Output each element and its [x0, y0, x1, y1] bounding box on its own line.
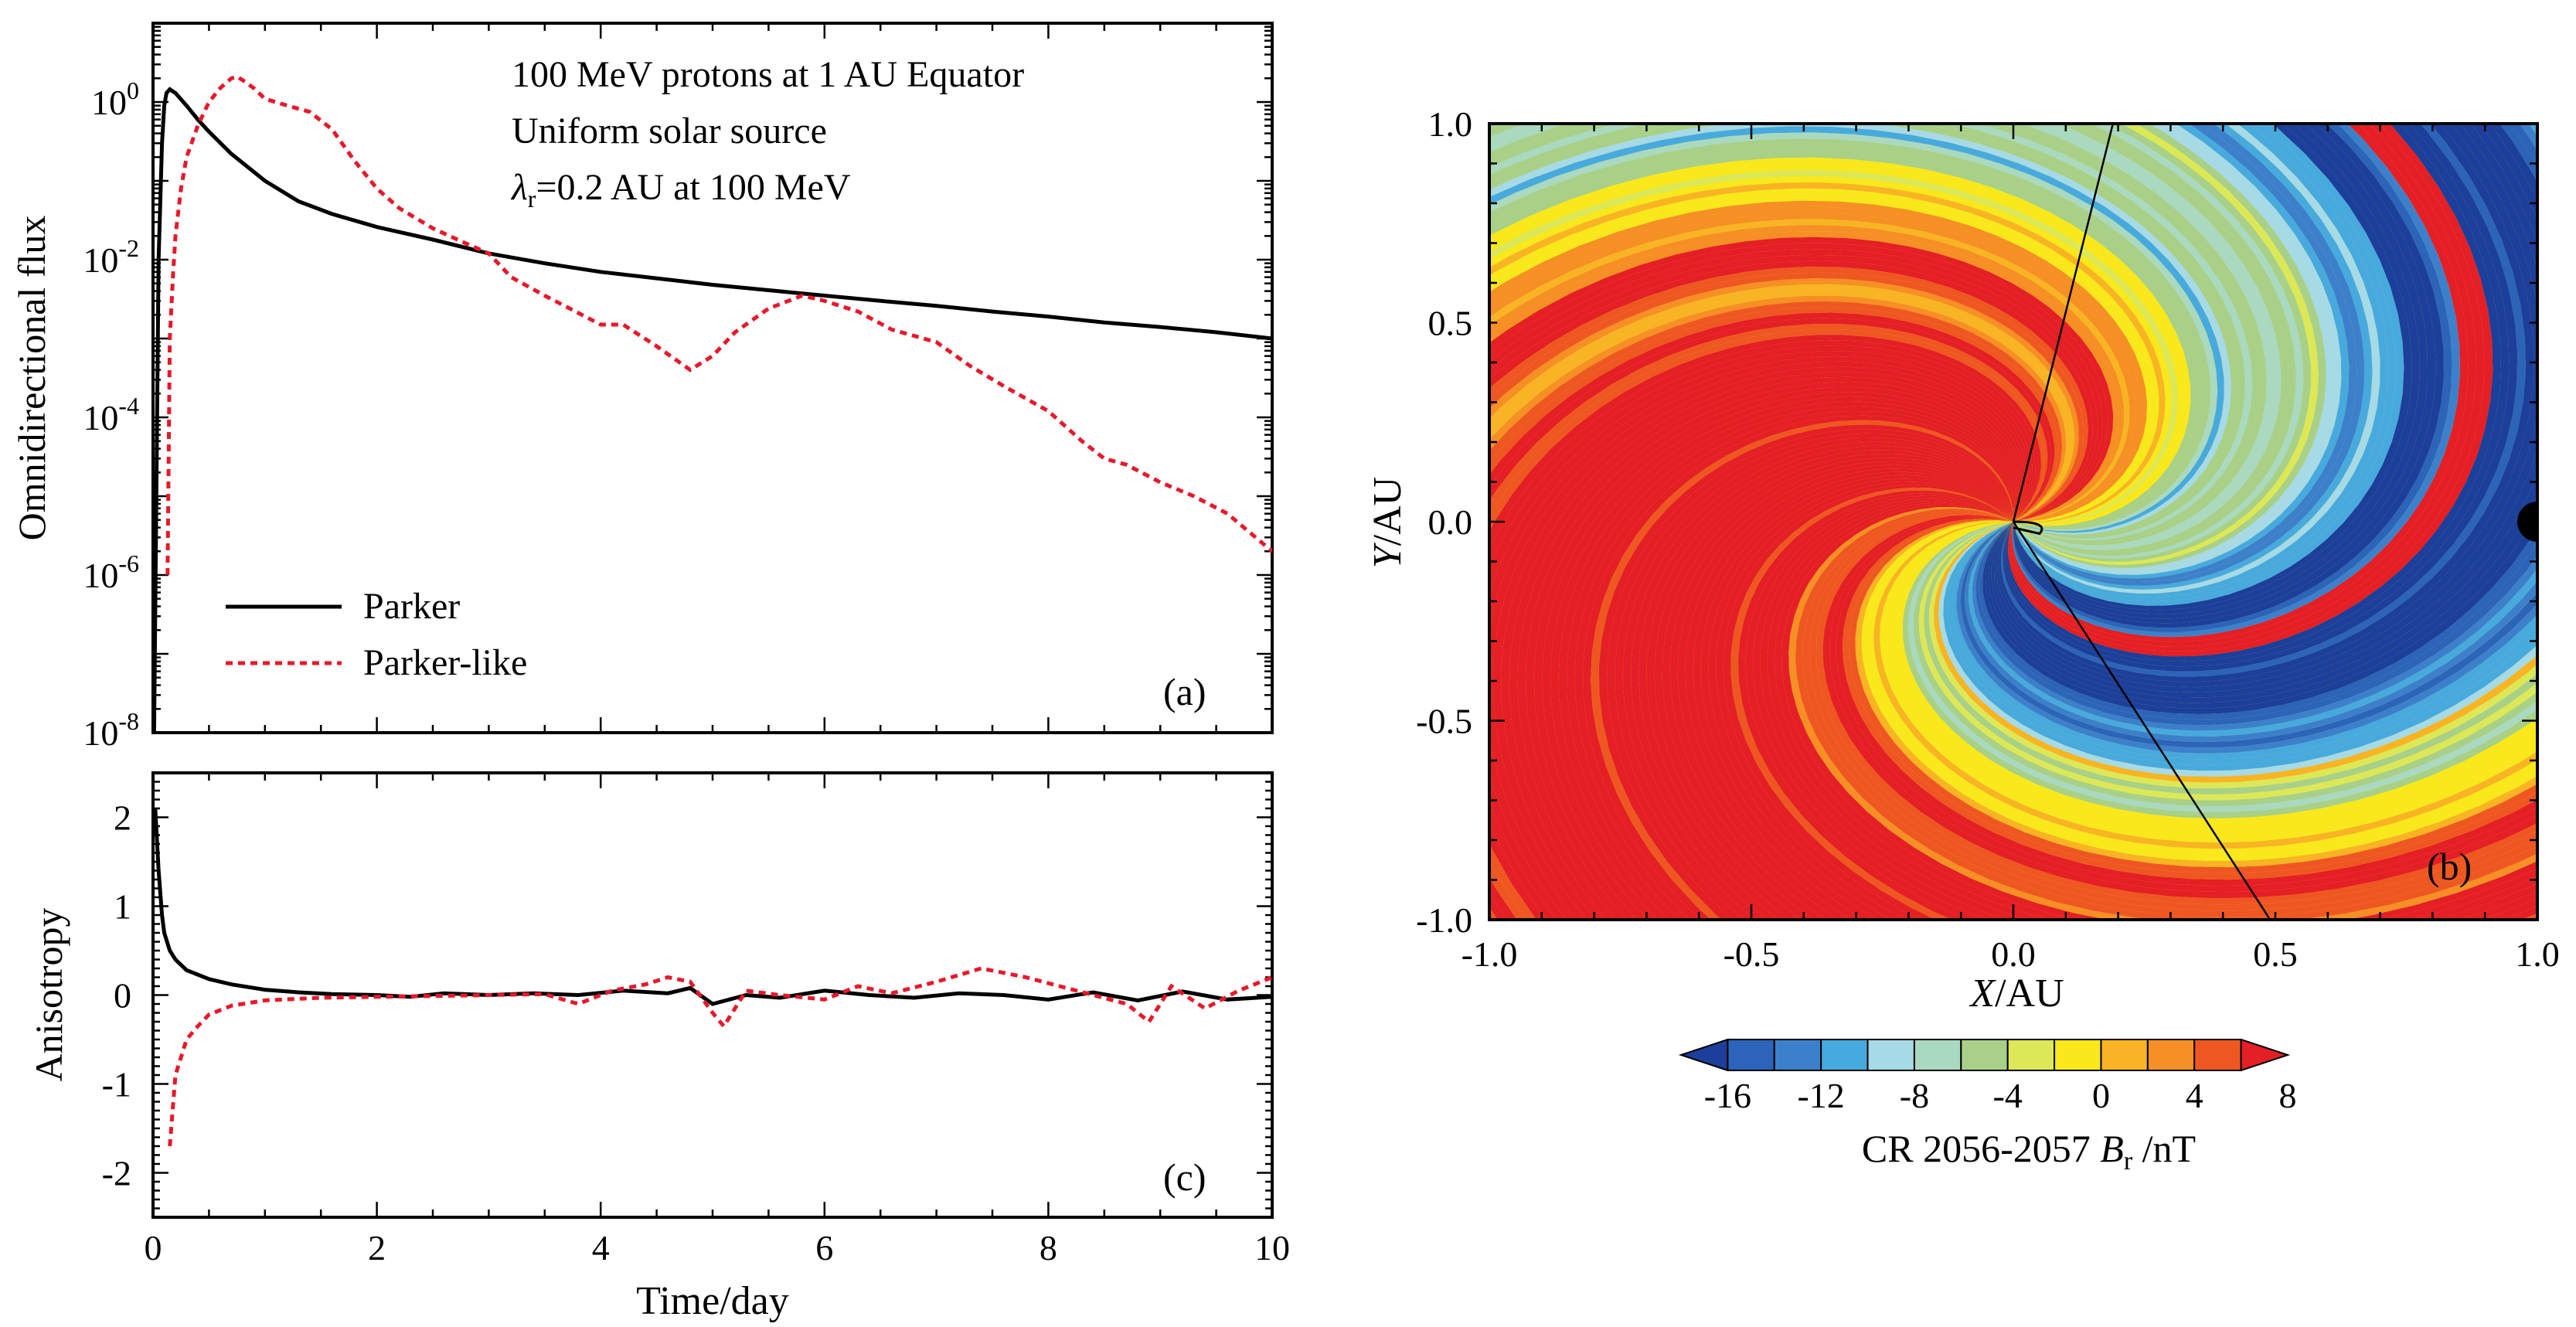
- panel-c-y-tick-labels: -2 -1 0 1 2: [102, 798, 131, 1193]
- panel-c-ticks: [151, 771, 1274, 1219]
- panel-c-x-tick-label: 2: [368, 1228, 386, 1267]
- panel-c-x-tick-label: 10: [1254, 1228, 1290, 1267]
- panel-a: 10-8 10-6 10-4 10-2 100 100 MeV protons at 1…: [10, 22, 1274, 753]
- panel-b-y-tick-label: -0.5: [1416, 702, 1472, 741]
- colorbar-tick-label: 4: [2186, 1076, 2203, 1115]
- panel-a-annotation-line1: 100 MeV protons at 1 AU Equator: [512, 54, 1024, 95]
- anisotropy-series-parker-like: [168, 966, 1272, 1147]
- panel-a-y-tick-label: 10-2: [83, 234, 139, 280]
- field-stripe: [1489, 356, 2030, 920]
- y-axis-unit: /AU: [1366, 477, 1410, 546]
- colorbar-title-symbol: B: [2100, 1127, 2124, 1170]
- panel-b-xlabel: X/AU: [1969, 971, 2064, 1016]
- panel-b-ticks: [1488, 122, 2539, 921]
- colorbar-segment: [1960, 1039, 2009, 1071]
- colorbar-segment: [1866, 1039, 1915, 1071]
- x-axis-symbol: X: [1969, 971, 1996, 1016]
- colorbar-segment: [1820, 1039, 1869, 1071]
- colorbar-segment: [1773, 1039, 1822, 1071]
- panel-b-x-tick-label: 1.0: [2515, 934, 2560, 974]
- colorbar-tick-label: -16: [1704, 1076, 1751, 1115]
- y-axis-symbol: Y: [1366, 542, 1410, 568]
- panel-c-y-tick-label: -2: [102, 1154, 131, 1193]
- field-stripe: [1996, 124, 2537, 688]
- field-stripe: [1489, 124, 2231, 535]
- panel-a-y-tick-label: 10-8: [83, 707, 139, 753]
- panel-b-x-tick-label: 0.0: [1991, 934, 2036, 974]
- colorbar-segment: [2240, 1038, 2291, 1072]
- colorbar-title-unit: /nT: [2132, 1127, 2196, 1170]
- panel-b-y-tick-labels: 1.0 0.5 0.0 -0.5 -1.0: [1416, 104, 1472, 940]
- panel-a-label: (a): [1163, 670, 1206, 713]
- panel-c-label: (c): [1163, 1155, 1206, 1199]
- legend-label-parker-like: Parker-like: [363, 642, 527, 683]
- panel-a-y-tick-labels: 10-8 10-6 10-4 10-2 100: [83, 77, 139, 753]
- colorbar-segment: [2146, 1039, 2196, 1071]
- field-line-north: [2012, 124, 2115, 522]
- panel-b-x-tick-label: -1.0: [1462, 934, 1518, 974]
- colorbar: [1678, 1038, 2291, 1072]
- lambda-value: =0.2 AU at 100 MeV: [536, 167, 850, 208]
- colorbar-tick-label: 0: [2092, 1076, 2110, 1115]
- panel-b-x-tick-labels: -1.0 -0.5 0.0 0.5 1.0: [1462, 934, 2560, 974]
- colorbar-segment: [2054, 1039, 2102, 1071]
- panel-c-x-tick-label: 6: [815, 1228, 833, 1267]
- colorbar-segment: [1678, 1038, 1729, 1072]
- colorbar-segment: [2193, 1039, 2242, 1071]
- colorbar-segment: [2100, 1039, 2149, 1071]
- panel-c-x-tick-labels: 0 2 4 6 8 10: [145, 1228, 1291, 1267]
- field-line-loop: [2013, 520, 2043, 536]
- colorbar-segment: [1727, 1039, 1775, 1071]
- panel-c-y-tick-label: 1: [114, 887, 131, 927]
- panel-a-annotation-line2: Uniform solar source: [512, 111, 827, 151]
- panel-c-ylabel: Anisotropy: [27, 908, 70, 1082]
- colorbar-tick-label: -4: [1993, 1076, 2023, 1115]
- colorbar-title: CR 2056-2057 Br /nT: [1862, 1127, 2196, 1176]
- panel-a-y-tick-label: 10-6: [83, 550, 139, 595]
- x-axis-unit: /AU: [1995, 971, 2064, 1016]
- colorbar-title-prefix: CR 2056-2057: [1862, 1127, 2100, 1170]
- panel-b-y-tick-label: 0.0: [1428, 502, 1473, 542]
- panel-c-xlabel: Time/day: [636, 1279, 788, 1323]
- panel-c-x-tick-label: 4: [592, 1228, 610, 1267]
- legend-label-parker: Parker: [363, 586, 460, 627]
- panel-b-label: (b): [2427, 845, 2472, 888]
- panel-b-y-tick-label: 0.5: [1428, 304, 1473, 343]
- field-stripe: [1795, 509, 2537, 920]
- panel-b-x-tick-label: -0.5: [1724, 934, 1780, 974]
- flux-series-parker: [153, 87, 1272, 733]
- panel-b-y-tick-label: -1.0: [1416, 900, 1472, 940]
- panel-b: 1.00.50.0-0.5-1.0 -1.0 -0.5 0.0 0.5 1.0 (b) …: [1366, 104, 2560, 1176]
- panel-c-y-tick-label: -1: [102, 1065, 131, 1104]
- flux-series-parker-like: [165, 74, 1272, 576]
- panel-c-x-tick-label: 0: [145, 1228, 162, 1267]
- panel-a-y-tick-label: 100: [91, 77, 139, 122]
- colorbar-tick-label: -12: [1797, 1076, 1844, 1115]
- panel-a-annotation-line3: λr=0.2 AU at 100 MeV: [510, 167, 851, 213]
- colorbar-tick-labels: -16 -12 -8 -4 0 4 8: [1704, 1076, 2297, 1115]
- panel-c-x-tick-label: 8: [1040, 1228, 1057, 1267]
- lambda-symbol: λ: [510, 167, 528, 208]
- colorbar-title-subscript: r: [2124, 1147, 2133, 1176]
- panel-a-ticks: [151, 22, 1274, 734]
- colorbar-tick-label: 8: [2279, 1076, 2297, 1115]
- panel-c: -2 -1 0 1 2 0 2 4 6 8 10 (c) Anisotropy Time/day: [27, 771, 1291, 1323]
- field-map-stripes: [1489, 124, 2537, 920]
- colorbar-segment: [2006, 1039, 2056, 1071]
- panel-a-y-tick-label: 10-4: [83, 392, 139, 437]
- panel-b-x-tick-label: 0.5: [2253, 934, 2298, 974]
- anisotropy-series-parker: [153, 808, 1272, 1006]
- field-line-south: [2012, 521, 2271, 920]
- panel-c-y-tick-label: 0: [114, 976, 131, 1016]
- colorbar-segment: [1913, 1039, 1962, 1071]
- panel-c-y-tick-label: 2: [114, 798, 131, 838]
- panel-b-ylabel: Y/AU: [1366, 477, 1410, 568]
- lambda-subscript: r: [528, 185, 536, 213]
- panel-a-ylabel: Omnidirectional flux: [10, 216, 53, 541]
- panel-b-y-tick-label: 1.0: [1428, 104, 1473, 144]
- colorbar-tick-label: -8: [1900, 1076, 1929, 1115]
